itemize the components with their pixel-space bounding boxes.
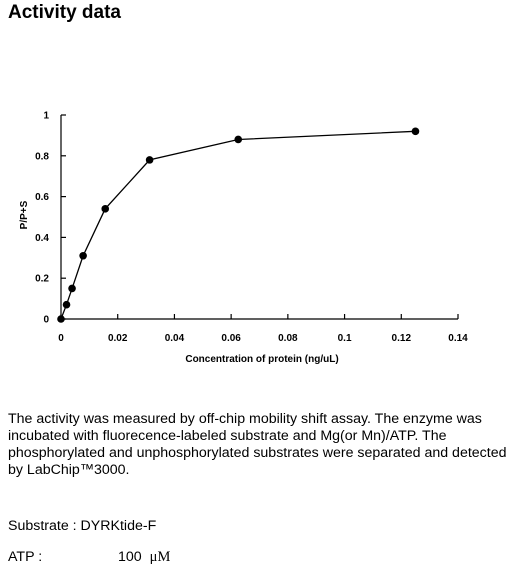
activity-chart: 0 0.2 0.4 0.6 0.8 1 0 0.02 0.04 0.06 0.08 0.1 0.12 0.… <box>19 111 468 366</box>
chart-series <box>57 127 420 323</box>
atp-info: ATP : 100 μM <box>8 549 170 566</box>
atp-label: ATP : <box>8 549 43 565</box>
y-tick-label: 0.2 <box>35 274 49 285</box>
data-point <box>101 205 110 213</box>
x-tick-label: 0.1 <box>338 333 352 344</box>
x-tick-label: 0.08 <box>278 333 298 344</box>
chart-ticks: 0 0.2 0.4 0.6 0.8 1 0 0.02 0.04 0.06 0.08 0.1 0.12 0.… <box>35 111 468 345</box>
y-tick-label: 0 <box>43 315 49 326</box>
data-point <box>62 300 71 309</box>
series-line <box>60 130 416 320</box>
x-axis-label: Concentration of protein (ng/uL) <box>185 354 338 365</box>
x-tick-label: 0.12 <box>392 333 412 344</box>
description-text: The activity was measured by off-chip mo… <box>8 411 507 478</box>
data-point <box>234 135 243 144</box>
atp-value: 100 <box>118 549 142 565</box>
x-tick-label: 0.06 <box>221 333 241 344</box>
chart-axes <box>60 115 458 320</box>
x-tick-label: 0.02 <box>108 333 128 344</box>
y-tick-label: 0.8 <box>35 151 49 162</box>
data-point <box>79 251 87 260</box>
x-tick-label: 0.04 <box>165 333 185 344</box>
substrate-info: Substrate : DYRKtide-F <box>8 518 157 534</box>
y-tick-label: 0.6 <box>35 192 49 203</box>
x-tick-label: 0.14 <box>448 333 468 344</box>
data-point <box>411 127 420 136</box>
data-point <box>145 156 154 164</box>
data-point <box>57 315 65 323</box>
y-axis-label: P/P+S <box>19 200 30 229</box>
y-tick-label: 1 <box>43 111 49 122</box>
page-title: Activity data <box>8 2 121 23</box>
data-point <box>68 284 76 293</box>
x-tick-label: 0 <box>58 333 64 344</box>
y-tick-label: 0.4 <box>35 233 49 244</box>
atp-unit: μM <box>149 549 171 565</box>
